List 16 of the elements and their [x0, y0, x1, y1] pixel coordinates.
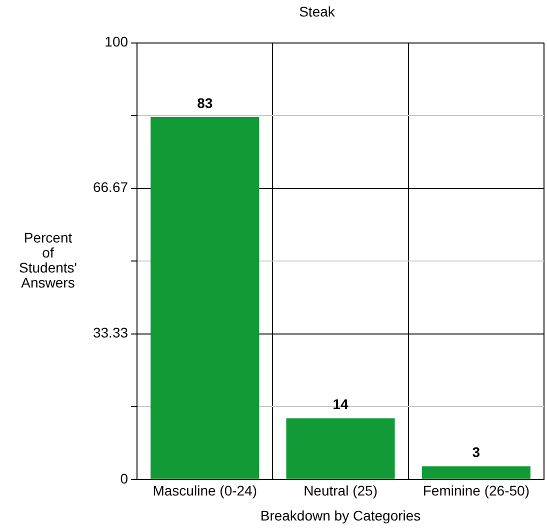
x-tick-label: Neutral (25)	[304, 482, 378, 499]
data-label: 83	[197, 94, 213, 111]
y-axis-title: Percent of Students' Answers	[19, 229, 77, 290]
bar	[150, 117, 260, 479]
bar	[422, 466, 530, 479]
x-tick-label: Masculine (0-24)	[152, 482, 257, 499]
y-tick-label: 100	[104, 34, 128, 50]
data-label: 14	[332, 396, 349, 412]
y-tick-label: 33.33	[92, 324, 128, 341]
chart-title: Steak	[299, 3, 336, 20]
data-label: 3	[472, 444, 480, 460]
y-tick-label: 66.67	[92, 179, 128, 196]
bar	[286, 418, 395, 479]
y-tick-label: 0	[120, 470, 128, 486]
x-axis-title: Breakdown by Categories	[260, 507, 421, 524]
x-tick-label: Feminine (26-50)	[422, 482, 530, 499]
